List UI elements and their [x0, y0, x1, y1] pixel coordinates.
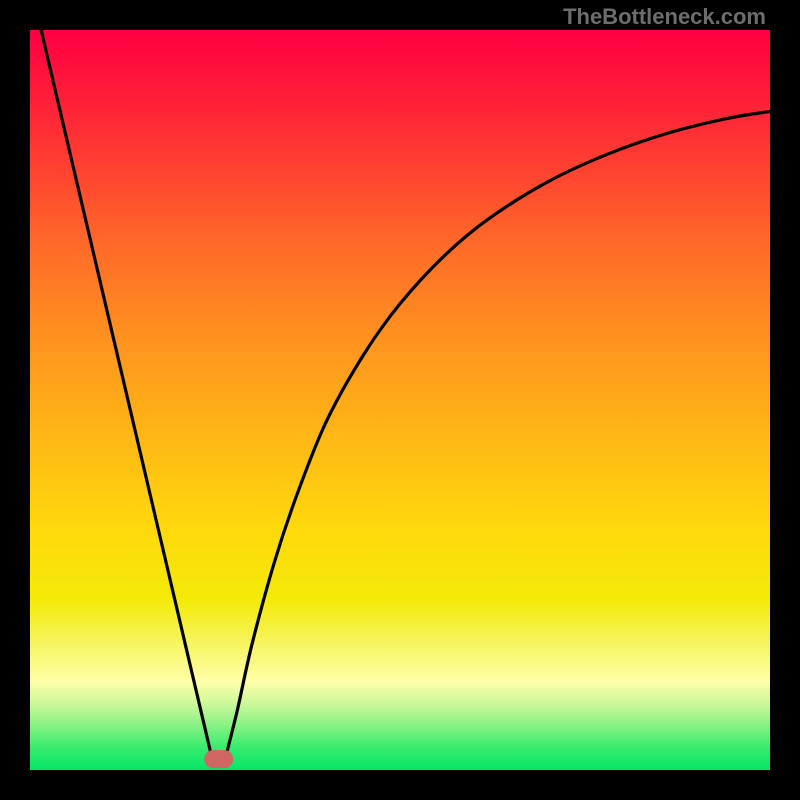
left-branch-line	[41, 30, 211, 755]
curve-layer	[30, 30, 770, 770]
right-branch-curve	[226, 111, 770, 755]
bottleneck-marker	[204, 750, 234, 768]
watermark-label: TheBottleneck.com	[563, 4, 766, 30]
plot-area	[30, 30, 770, 770]
chart-frame: TheBottleneck.com	[0, 0, 800, 800]
